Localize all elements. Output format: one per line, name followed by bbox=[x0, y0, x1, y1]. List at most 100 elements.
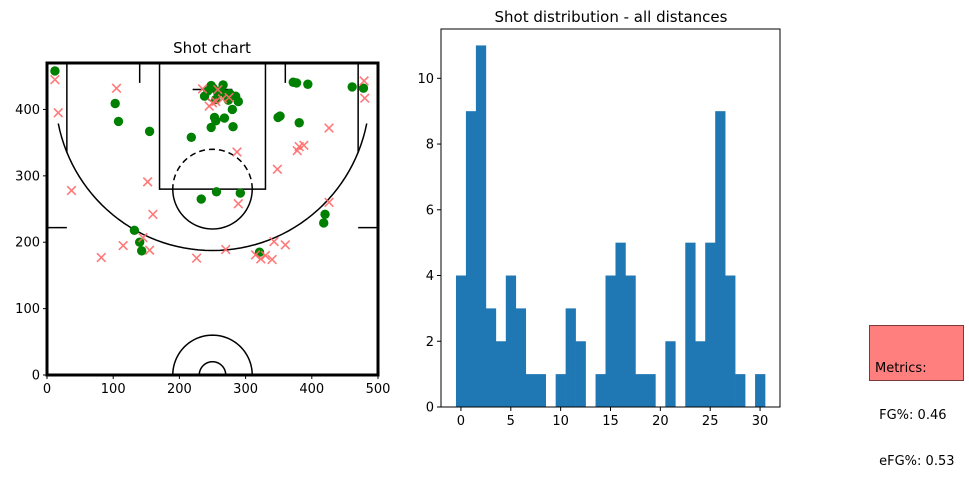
free-throw-circle-bottom bbox=[172, 189, 253, 230]
missed-shot-point bbox=[138, 232, 148, 243]
metrics-efg: eFG%: 0.53 bbox=[875, 454, 955, 469]
missed-shot-point bbox=[359, 93, 370, 104]
missed-shot-point bbox=[210, 96, 221, 107]
three-point-arc bbox=[57, 123, 368, 252]
missed-shot-point bbox=[272, 164, 283, 175]
histogram-bars bbox=[455, 45, 766, 407]
y-tick-label: 10 bbox=[417, 72, 434, 87]
missed-shot-point bbox=[260, 250, 271, 261]
missed-shot-point bbox=[118, 240, 128, 251]
histogram-bar bbox=[505, 275, 517, 407]
missed-shot-point bbox=[224, 92, 234, 103]
missed-shot-point bbox=[197, 84, 208, 94]
x-tick-label: 200 bbox=[167, 382, 192, 397]
x-tick-label: 10 bbox=[552, 414, 569, 429]
histogram-bar bbox=[535, 374, 546, 407]
y-tick-label: 200 bbox=[15, 236, 40, 251]
x-tick-label: 0 bbox=[43, 382, 51, 397]
missed-shot-point bbox=[269, 236, 279, 247]
missed-shot-point bbox=[298, 140, 309, 151]
histogram-bar bbox=[495, 341, 507, 407]
y-tick-label: 400 bbox=[15, 103, 40, 118]
y-tick-label: 4 bbox=[426, 269, 434, 284]
missed-shot-point bbox=[324, 197, 334, 208]
made-shot-point bbox=[347, 82, 357, 92]
histogram-bar bbox=[555, 374, 566, 407]
histogram-bar bbox=[645, 374, 656, 407]
x-tick-label: 15 bbox=[602, 414, 619, 429]
missed-shot-point bbox=[255, 253, 266, 264]
histogram-bar bbox=[725, 275, 736, 407]
made-shot-point bbox=[228, 122, 238, 132]
metrics-fg: FG%: 0.46 bbox=[875, 407, 947, 423]
missed-shot-point bbox=[66, 185, 77, 196]
histogram-bar bbox=[615, 242, 626, 407]
histogram-bar bbox=[475, 45, 487, 407]
histogram-bar bbox=[465, 111, 477, 407]
missed-shot-point bbox=[191, 253, 202, 264]
missed-shot-point bbox=[267, 254, 277, 265]
y-tick-label: 0 bbox=[32, 369, 40, 384]
missed-shot-point bbox=[250, 249, 261, 260]
made-shot-point bbox=[50, 66, 60, 76]
made-shot-point bbox=[211, 116, 221, 126]
made-shot-point bbox=[211, 187, 222, 197]
missed-shot-point bbox=[148, 209, 158, 220]
made-shot-point bbox=[136, 246, 147, 256]
made-shot-point bbox=[303, 79, 313, 89]
histogram-bar bbox=[695, 341, 706, 407]
histogram-bar bbox=[665, 341, 676, 407]
histogram-bar bbox=[575, 341, 586, 407]
x-tick-label: 100 bbox=[101, 382, 126, 397]
made-shot-point bbox=[294, 118, 304, 128]
histogram-bar bbox=[685, 242, 696, 407]
shot-scatter bbox=[50, 66, 370, 265]
x-tick-label: 25 bbox=[702, 414, 719, 429]
made-shot-point bbox=[196, 194, 206, 204]
paint-box bbox=[158, 62, 267, 190]
x-tick-label: 5 bbox=[507, 414, 515, 429]
histogram-bar bbox=[485, 308, 497, 407]
histogram-title: Shot distribution - all distances bbox=[495, 8, 728, 26]
histogram-bar bbox=[735, 374, 746, 407]
missed-shot-point bbox=[142, 176, 153, 187]
x-tick-label: 0 bbox=[457, 414, 465, 429]
y-tick-label: 100 bbox=[15, 302, 40, 317]
figure: Shot chart Shot distribution - all dista… bbox=[15, 8, 781, 429]
made-shot-point bbox=[206, 122, 216, 133]
y-tick-label: 0 bbox=[426, 401, 434, 416]
y-tick-label: 8 bbox=[426, 138, 434, 153]
center-circle-inner bbox=[198, 360, 227, 376]
missed-shot-point bbox=[50, 74, 60, 85]
made-shot-point bbox=[129, 225, 140, 235]
metrics-box: Metrics: FG%: 0.46 eFG%: 0.53 bbox=[869, 325, 964, 469]
missed-shot-point bbox=[96, 252, 107, 263]
missed-shot-point bbox=[280, 240, 291, 250]
missed-shot-point bbox=[220, 244, 231, 255]
made-shot-point bbox=[110, 98, 120, 109]
made-shot-point bbox=[144, 126, 155, 137]
x-tick-label: 20 bbox=[652, 414, 669, 429]
made-shot-point bbox=[134, 237, 145, 247]
missed-shot-point bbox=[144, 245, 155, 256]
histogram-axes: 0 5 10 15 20 25 30 0 2 4 6 8 10 bbox=[417, 28, 781, 429]
missed-shot-point bbox=[359, 76, 369, 86]
missed-shot-point bbox=[212, 84, 223, 95]
histogram-bar bbox=[715, 111, 726, 407]
y-tick-label: 300 bbox=[15, 169, 40, 184]
y-tick-label: 6 bbox=[426, 203, 434, 218]
y-tick-label: 2 bbox=[426, 335, 434, 350]
x-tick-label: 500 bbox=[366, 382, 391, 397]
made-shot-point bbox=[320, 209, 330, 220]
missed-shot-point bbox=[232, 147, 242, 157]
made-shot-point bbox=[219, 113, 230, 123]
made-shot-point bbox=[233, 96, 244, 107]
missed-shot-point bbox=[111, 83, 122, 94]
histogram-bar bbox=[595, 374, 606, 407]
made-shot-point bbox=[291, 78, 302, 88]
missed-shot-point bbox=[53, 107, 64, 118]
made-shot-point bbox=[227, 104, 238, 115]
x-tick-label: 300 bbox=[233, 382, 258, 397]
made-shot-point bbox=[319, 218, 329, 228]
shot-chart-axes: 0 100 200 300 400 500 0 100 200 300 400 bbox=[15, 63, 390, 397]
